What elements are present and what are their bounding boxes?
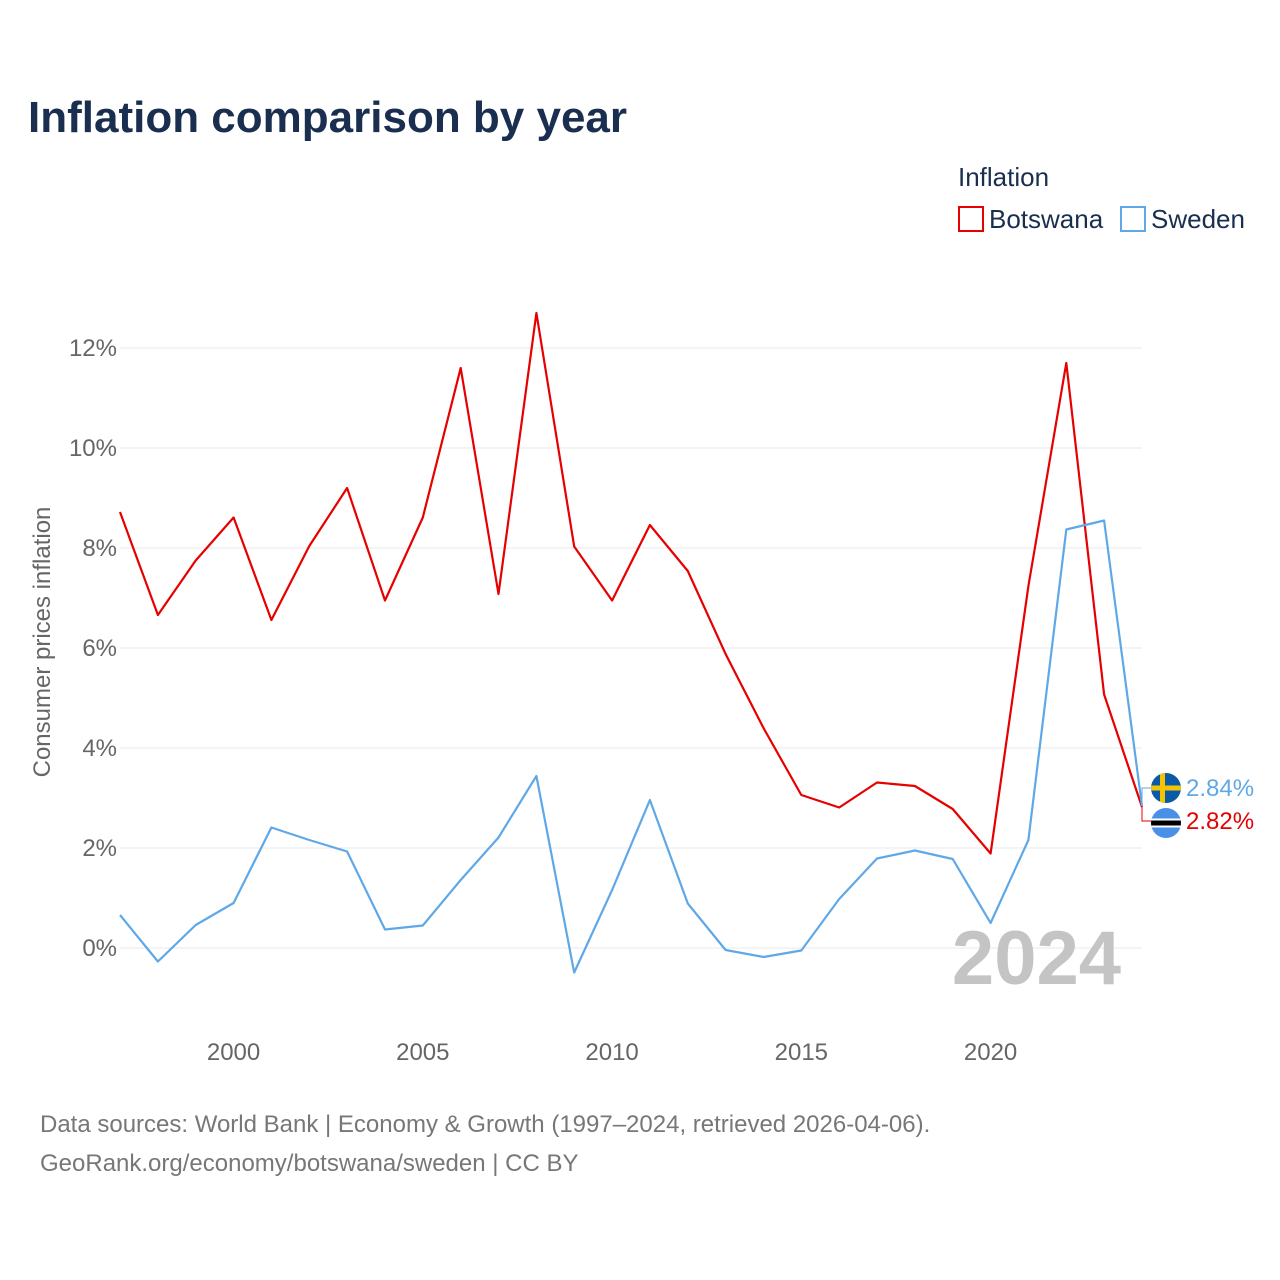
y-tick-label: 2% bbox=[82, 835, 117, 862]
source-line-1: Data sources: World Bank | Economy & Gro… bbox=[40, 1111, 930, 1138]
legend-swatch-botswana bbox=[958, 206, 984, 232]
end-labels: 2.82% 2.84% bbox=[1141, 773, 1254, 838]
series bbox=[118, 311, 1144, 974]
legend-label-botswana: Botswana bbox=[989, 204, 1104, 234]
chart-title: Inflation comparison by year bbox=[28, 93, 627, 142]
end-label-sweden: 2.84% bbox=[1186, 775, 1254, 802]
y-tick-label: 0% bbox=[82, 935, 117, 962]
legend: Inflation Botswana Sweden bbox=[958, 162, 1245, 234]
y-tick-label: 12% bbox=[69, 335, 117, 362]
x-axis-ticks: 2000 2005 2010 2015 2020 bbox=[207, 1039, 1017, 1066]
year-watermark: 2024 bbox=[952, 916, 1121, 1001]
y-axis-ticks: 0% 2% 4% 6% 8% 10% 12% bbox=[69, 335, 117, 962]
y-axis-label: Consumer prices inflation bbox=[29, 507, 56, 778]
x-tick-label: 2020 bbox=[964, 1039, 1017, 1066]
y-tick-label: 10% bbox=[69, 435, 117, 462]
y-tick-label: 4% bbox=[82, 735, 117, 762]
legend-title: Inflation bbox=[958, 162, 1049, 192]
legend-swatch-sweden bbox=[1120, 206, 1146, 232]
end-label-botswana: 2.82% bbox=[1186, 808, 1254, 835]
end-connector-botswana bbox=[1141, 807, 1154, 822]
legend-label-sweden: Sweden bbox=[1151, 204, 1245, 234]
y-tick-label: 6% bbox=[82, 635, 117, 662]
end-connector-sweden bbox=[1141, 787, 1154, 806]
y-tick-label: 8% bbox=[82, 535, 117, 562]
x-tick-label: 2015 bbox=[775, 1039, 828, 1066]
grid bbox=[120, 347, 1142, 949]
series-line-sweden bbox=[119, 519, 1144, 974]
source-line-2: GeoRank.org/economy/botswana/sweden | CC… bbox=[40, 1150, 579, 1177]
sweden-flag-icon bbox=[1151, 773, 1181, 803]
x-tick-label: 2005 bbox=[396, 1039, 449, 1066]
series-line-botswana bbox=[118, 311, 1144, 855]
x-tick-label: 2010 bbox=[585, 1039, 638, 1066]
botswana-flag-icon bbox=[1151, 808, 1181, 838]
x-tick-label: 2000 bbox=[207, 1039, 260, 1066]
